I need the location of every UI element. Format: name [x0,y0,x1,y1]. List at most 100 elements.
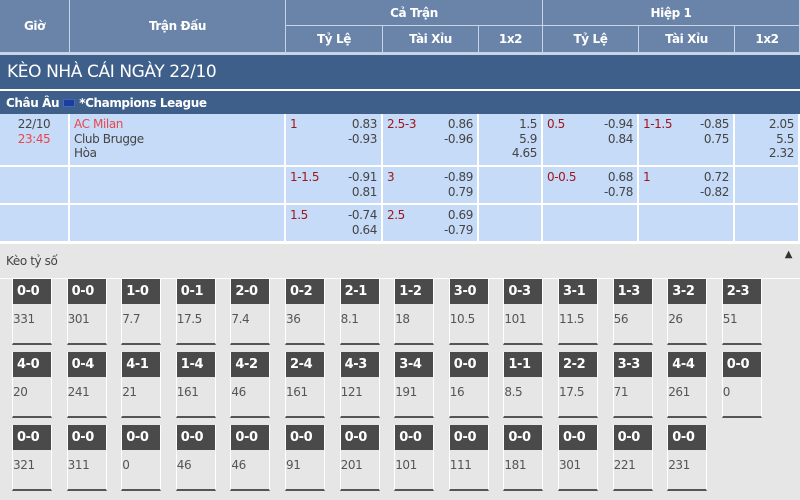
score-odds: 26 [668,312,683,326]
score-card[interactable]: 0-0 16 [448,352,489,418]
score-card[interactable]: 0-0 101 [394,425,435,491]
ft_hdp_v-cell: 1-1.5 -0.91 0.81 [286,167,383,205]
score-card[interactable]: 1-1 8.5 [503,352,544,418]
score-odds: 17.5 [176,312,203,326]
draw-label: Hòa [74,146,97,160]
region-label: Châu Âu [6,95,60,110]
odds-value[interactable]: -0.82 [699,184,729,199]
score-card[interactable]: 0-4 241 [66,352,107,418]
league-bar[interactable]: Châu Âu *Champions League [0,91,800,114]
score-card[interactable]: 0-0 301 [66,279,107,345]
score-card[interactable]: 1-2 18 [394,279,435,345]
score-odds: 331 [13,312,35,326]
odds-value[interactable]: 0.84 [607,131,634,146]
score-card[interactable]: 0-0 321 [12,425,52,491]
score-odds: 161 [176,385,199,399]
score-card[interactable]: 3-4 191 [394,352,435,418]
match-teams-cell [70,205,286,243]
line-value: 1 [643,170,651,184]
score-card[interactable]: 2-4 161 [285,352,325,418]
score-odds: 17.5 [559,385,585,399]
score-card[interactable]: 0-0 231 [667,425,708,491]
odds-value[interactable]: 2.32 [768,146,795,160]
score-label: 4-2 [231,352,270,377]
score-odds: 21 [122,385,137,399]
odds-value[interactable]: 5.5 [776,131,794,146]
line-value: 3 [387,170,395,184]
odds-value[interactable]: -0.93 [347,131,377,146]
score-card[interactable]: 1-3 56 [612,279,653,345]
odds-value[interactable]: -0.78 [603,184,633,199]
score-card[interactable]: 3-1 11.5 [558,279,598,345]
score-label: 3-1 [559,279,597,304]
away-team[interactable]: Club Brugge [74,131,144,146]
odds-value[interactable]: 0.64 [351,222,378,237]
score-odds: 241 [67,385,90,399]
odds-value[interactable]: -0.96 [443,131,473,146]
odds-value[interactable]: 0.79 [447,184,474,199]
h1_1x2-cell [735,167,800,205]
odds-value[interactable]: 0.75 [703,131,730,146]
odds-value[interactable]: -0.91 [347,170,377,184]
score-card[interactable]: 0-0 0 [721,352,762,418]
match-teams-cell [70,167,286,205]
triangle-up-icon[interactable]: ▲ [784,249,793,260]
score-card[interactable]: 1-0 7.7 [121,279,162,345]
score-card[interactable]: 0-2 36 [285,279,325,345]
score-card[interactable]: 0-1 17.5 [175,279,216,345]
score-card[interactable]: 0-0 311 [66,425,107,491]
odds-value[interactable]: -0.89 [443,170,473,184]
odds-value[interactable]: -0.85 [699,117,729,131]
score-card[interactable]: 0-3 101 [503,279,544,345]
score-card[interactable]: 3-2 26 [667,279,708,345]
line-value: 0.5 [547,117,565,131]
score-card[interactable]: 4-4 261 [667,352,708,418]
h1_hdp_v-cell [543,205,639,243]
score-card[interactable]: 0-0 301 [558,425,598,491]
score-odds: 201 [340,458,363,472]
correct-score-label: Kèo tỷ số [6,254,58,268]
score-card[interactable]: 2-2 17.5 [558,352,598,418]
home-team[interactable]: AC Milan [74,117,123,131]
odds-value[interactable]: 0.72 [703,170,730,184]
odds-value[interactable]: 0.81 [351,184,378,199]
odds-value[interactable]: 2.05 [768,117,795,131]
score-label: 0-0 [13,279,51,304]
odds-value[interactable]: 0.68 [607,170,634,184]
correct-score-header[interactable]: Kèo tỷ số [0,243,800,279]
score-card[interactable]: 2-3 51 [721,279,762,345]
score-card[interactable]: 0-0 46 [175,425,216,491]
score-label: 4-0 [13,352,51,377]
score-card[interactable]: 1-4 161 [175,352,216,418]
odds-value[interactable]: 4.65 [511,146,538,160]
score-card[interactable]: 0-0 201 [339,425,380,491]
match-time-cell: 22/10 23:45 [0,114,70,167]
score-card[interactable]: 2-0 7.4 [230,279,271,345]
score-card[interactable]: 4-0 20 [12,352,52,418]
score-label: 0-4 [67,352,106,377]
odds-value[interactable]: -0.79 [443,222,473,237]
score-card[interactable]: 4-2 46 [230,352,271,418]
odds-value[interactable]: 0.69 [447,208,474,222]
score-card[interactable]: 0-0 111 [448,425,489,491]
score-card[interactable]: 2-1 8.1 [339,279,380,345]
score-card[interactable]: 0-0 181 [503,425,544,491]
odds-value[interactable]: 0.86 [447,117,474,131]
score-card[interactable]: 0-0 0 [121,425,162,491]
odds-value[interactable]: -0.74 [347,208,377,222]
score-card[interactable]: 4-3 121 [339,352,380,418]
score-card[interactable]: 0-0 46 [230,425,271,491]
odds-value[interactable]: 0.83 [351,117,378,131]
score-card[interactable]: 3-0 10.5 [448,279,489,345]
score-label: 0-2 [286,279,324,304]
col-header-ft-1x2: 1x2 [479,26,543,53]
score-card[interactable]: 0-0 331 [12,279,52,345]
score-label: 0-0 [449,425,488,450]
odds-value[interactable]: 5.9 [519,131,537,146]
score-card[interactable]: 3-3 71 [612,352,653,418]
odds-value[interactable]: 1.5 [519,117,537,131]
odds-value[interactable]: -0.94 [603,117,633,131]
score-card[interactable]: 4-1 21 [121,352,162,418]
score-card[interactable]: 0-0 91 [285,425,325,491]
score-card[interactable]: 0-0 221 [612,425,653,491]
